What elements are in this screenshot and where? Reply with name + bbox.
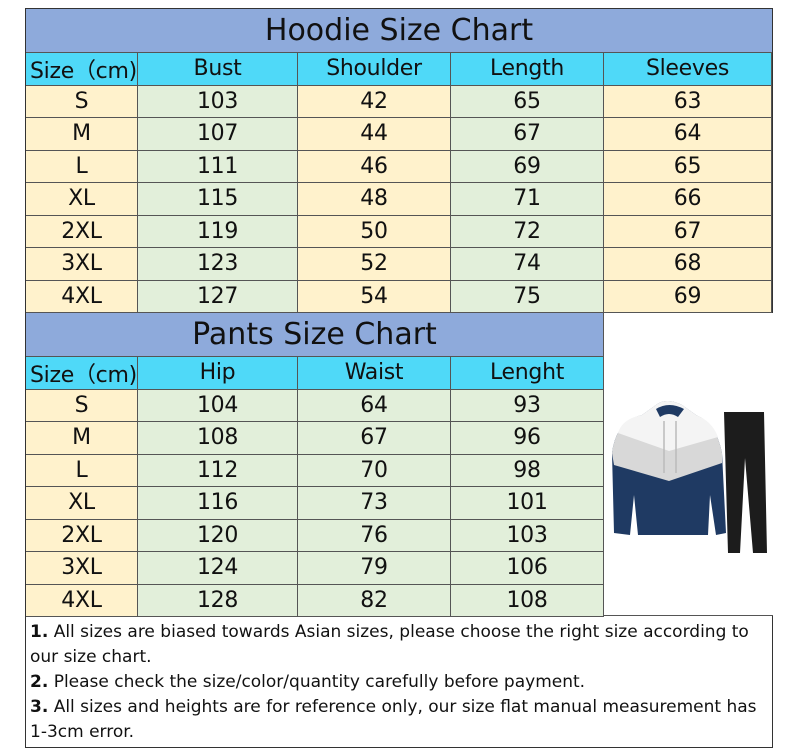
pants-cell: 104 bbox=[138, 389, 298, 422]
hoodie-cell: 72 bbox=[451, 215, 604, 248]
pants-icon bbox=[724, 412, 767, 553]
hoodie-cell: 50 bbox=[298, 215, 451, 248]
pants-cell: 103 bbox=[451, 519, 604, 552]
hoodie-cell: 69 bbox=[451, 150, 604, 183]
hoodie-cell: 103 bbox=[138, 85, 298, 118]
hoodie-cell: 66 bbox=[604, 183, 772, 216]
hoodie-icon bbox=[612, 401, 726, 535]
tracksuit-illustration bbox=[612, 401, 767, 553]
hoodie-cell: 107 bbox=[138, 118, 298, 151]
hoodie-cell: 65 bbox=[451, 85, 604, 118]
hoodie-header-cell: Bust bbox=[138, 53, 298, 86]
product-image bbox=[604, 313, 773, 616]
pants-cell: 70 bbox=[298, 454, 451, 487]
hoodie-cell: 111 bbox=[138, 150, 298, 183]
pants-cell: 93 bbox=[451, 389, 604, 422]
hoodie-cell: 52 bbox=[298, 248, 451, 281]
notes: 1. All sizes are biased towards Asian si… bbox=[26, 617, 772, 747]
hoodie-table: Size（cm) Bust Shoulder Length Sleeves S 103 42 6… bbox=[26, 53, 772, 313]
hoodie-cell: 68 bbox=[604, 248, 772, 281]
note-item: 1. All sizes are biased towards Asian si… bbox=[30, 620, 768, 670]
pants-cell: 112 bbox=[138, 454, 298, 487]
hoodie-cell: 3XL bbox=[26, 248, 138, 281]
pants-header-cell: Waist bbox=[298, 357, 451, 390]
note-number: 3. bbox=[30, 697, 49, 717]
note-text: All sizes and heights are for reference … bbox=[30, 697, 757, 742]
hoodie-cell: 71 bbox=[451, 183, 604, 216]
pants-cell: 108 bbox=[451, 584, 604, 617]
hoodie-cell: 63 bbox=[604, 85, 772, 118]
hoodie-header-cell: Sleeves bbox=[604, 53, 772, 86]
pants-cell: 116 bbox=[138, 487, 298, 520]
hoodie-cell: 127 bbox=[138, 280, 298, 313]
hoodie-cell: 123 bbox=[138, 248, 298, 281]
hoodie-cell: 44 bbox=[298, 118, 451, 151]
pants-cell: 73 bbox=[298, 487, 451, 520]
pants-cell: 124 bbox=[138, 552, 298, 585]
pants-header-cell: Hip bbox=[138, 357, 298, 390]
note-text: Please check the size/color/quantity car… bbox=[48, 672, 586, 692]
hoodie-cell: 119 bbox=[138, 215, 298, 248]
hoodie-cell: 75 bbox=[451, 280, 604, 313]
hoodie-cell: XL bbox=[26, 183, 138, 216]
pants-header-cell: Lenght bbox=[451, 357, 604, 390]
hoodie-cell: 115 bbox=[138, 183, 298, 216]
hoodie-cell: S bbox=[26, 85, 138, 118]
hoodie-header-cell: Length bbox=[451, 53, 604, 86]
note-item: 2. Please check the size/color/quantity … bbox=[30, 670, 768, 695]
pants-cell: XL bbox=[26, 487, 138, 520]
pants-cell: 76 bbox=[298, 519, 451, 552]
hoodie-cell: 42 bbox=[298, 85, 451, 118]
hoodie-cell: M bbox=[26, 118, 138, 151]
pants-table: Size（cm) Hip Waist Lenght S 104 64 93 M 108 67 96 L 1… bbox=[26, 357, 604, 617]
pants-header-cell: Size（cm) bbox=[26, 357, 138, 390]
pants-cell: 128 bbox=[138, 584, 298, 617]
pants-title: Pants Size Chart bbox=[26, 313, 604, 357]
pants-section: Pants Size Chart Size（cm) Hip Waist Lenght S… bbox=[26, 313, 773, 617]
pants-cell: 79 bbox=[298, 552, 451, 585]
hoodie-header-cell: Shoulder bbox=[298, 53, 451, 86]
note-item: 3. All sizes and heights are for referen… bbox=[30, 695, 768, 745]
pants-cell: 64 bbox=[298, 389, 451, 422]
note-number: 1. bbox=[30, 622, 49, 642]
hoodie-cell: 74 bbox=[451, 248, 604, 281]
size-chart: Hoodie Size Chart Size（cm) Bust Shoulder Le… bbox=[25, 8, 773, 748]
pants-cell: 98 bbox=[451, 454, 604, 487]
hoodie-cell: 65 bbox=[604, 150, 772, 183]
hoodie-cell: 4XL bbox=[26, 280, 138, 313]
pants-cell: 67 bbox=[298, 422, 451, 455]
note-text: All sizes are biased towards Asian sizes… bbox=[30, 622, 749, 667]
hoodie-cell: 64 bbox=[604, 118, 772, 151]
pants-cell: 82 bbox=[298, 584, 451, 617]
pants-cell: 2XL bbox=[26, 519, 138, 552]
pants-cell: 120 bbox=[138, 519, 298, 552]
pants-cell: 4XL bbox=[26, 584, 138, 617]
pants-cell: 3XL bbox=[26, 552, 138, 585]
hoodie-cell: L bbox=[26, 150, 138, 183]
pants-cell: 108 bbox=[138, 422, 298, 455]
hoodie-header-cell: Size（cm) bbox=[26, 53, 138, 86]
hoodie-title: Hoodie Size Chart bbox=[26, 9, 772, 53]
hoodie-cell: 67 bbox=[604, 215, 772, 248]
hoodie-cell: 48 bbox=[298, 183, 451, 216]
pants-cell: 101 bbox=[451, 487, 604, 520]
pants-cell: L bbox=[26, 454, 138, 487]
pants-cell: S bbox=[26, 389, 138, 422]
pants-cell: 106 bbox=[451, 552, 604, 585]
note-number: 2. bbox=[30, 672, 49, 692]
hoodie-cell: 46 bbox=[298, 150, 451, 183]
hoodie-cell: 54 bbox=[298, 280, 451, 313]
hoodie-cell: 2XL bbox=[26, 215, 138, 248]
pants-cell: 96 bbox=[451, 422, 604, 455]
hoodie-cell: 69 bbox=[604, 280, 772, 313]
pants-cell: M bbox=[26, 422, 138, 455]
hoodie-cell: 67 bbox=[451, 118, 604, 151]
